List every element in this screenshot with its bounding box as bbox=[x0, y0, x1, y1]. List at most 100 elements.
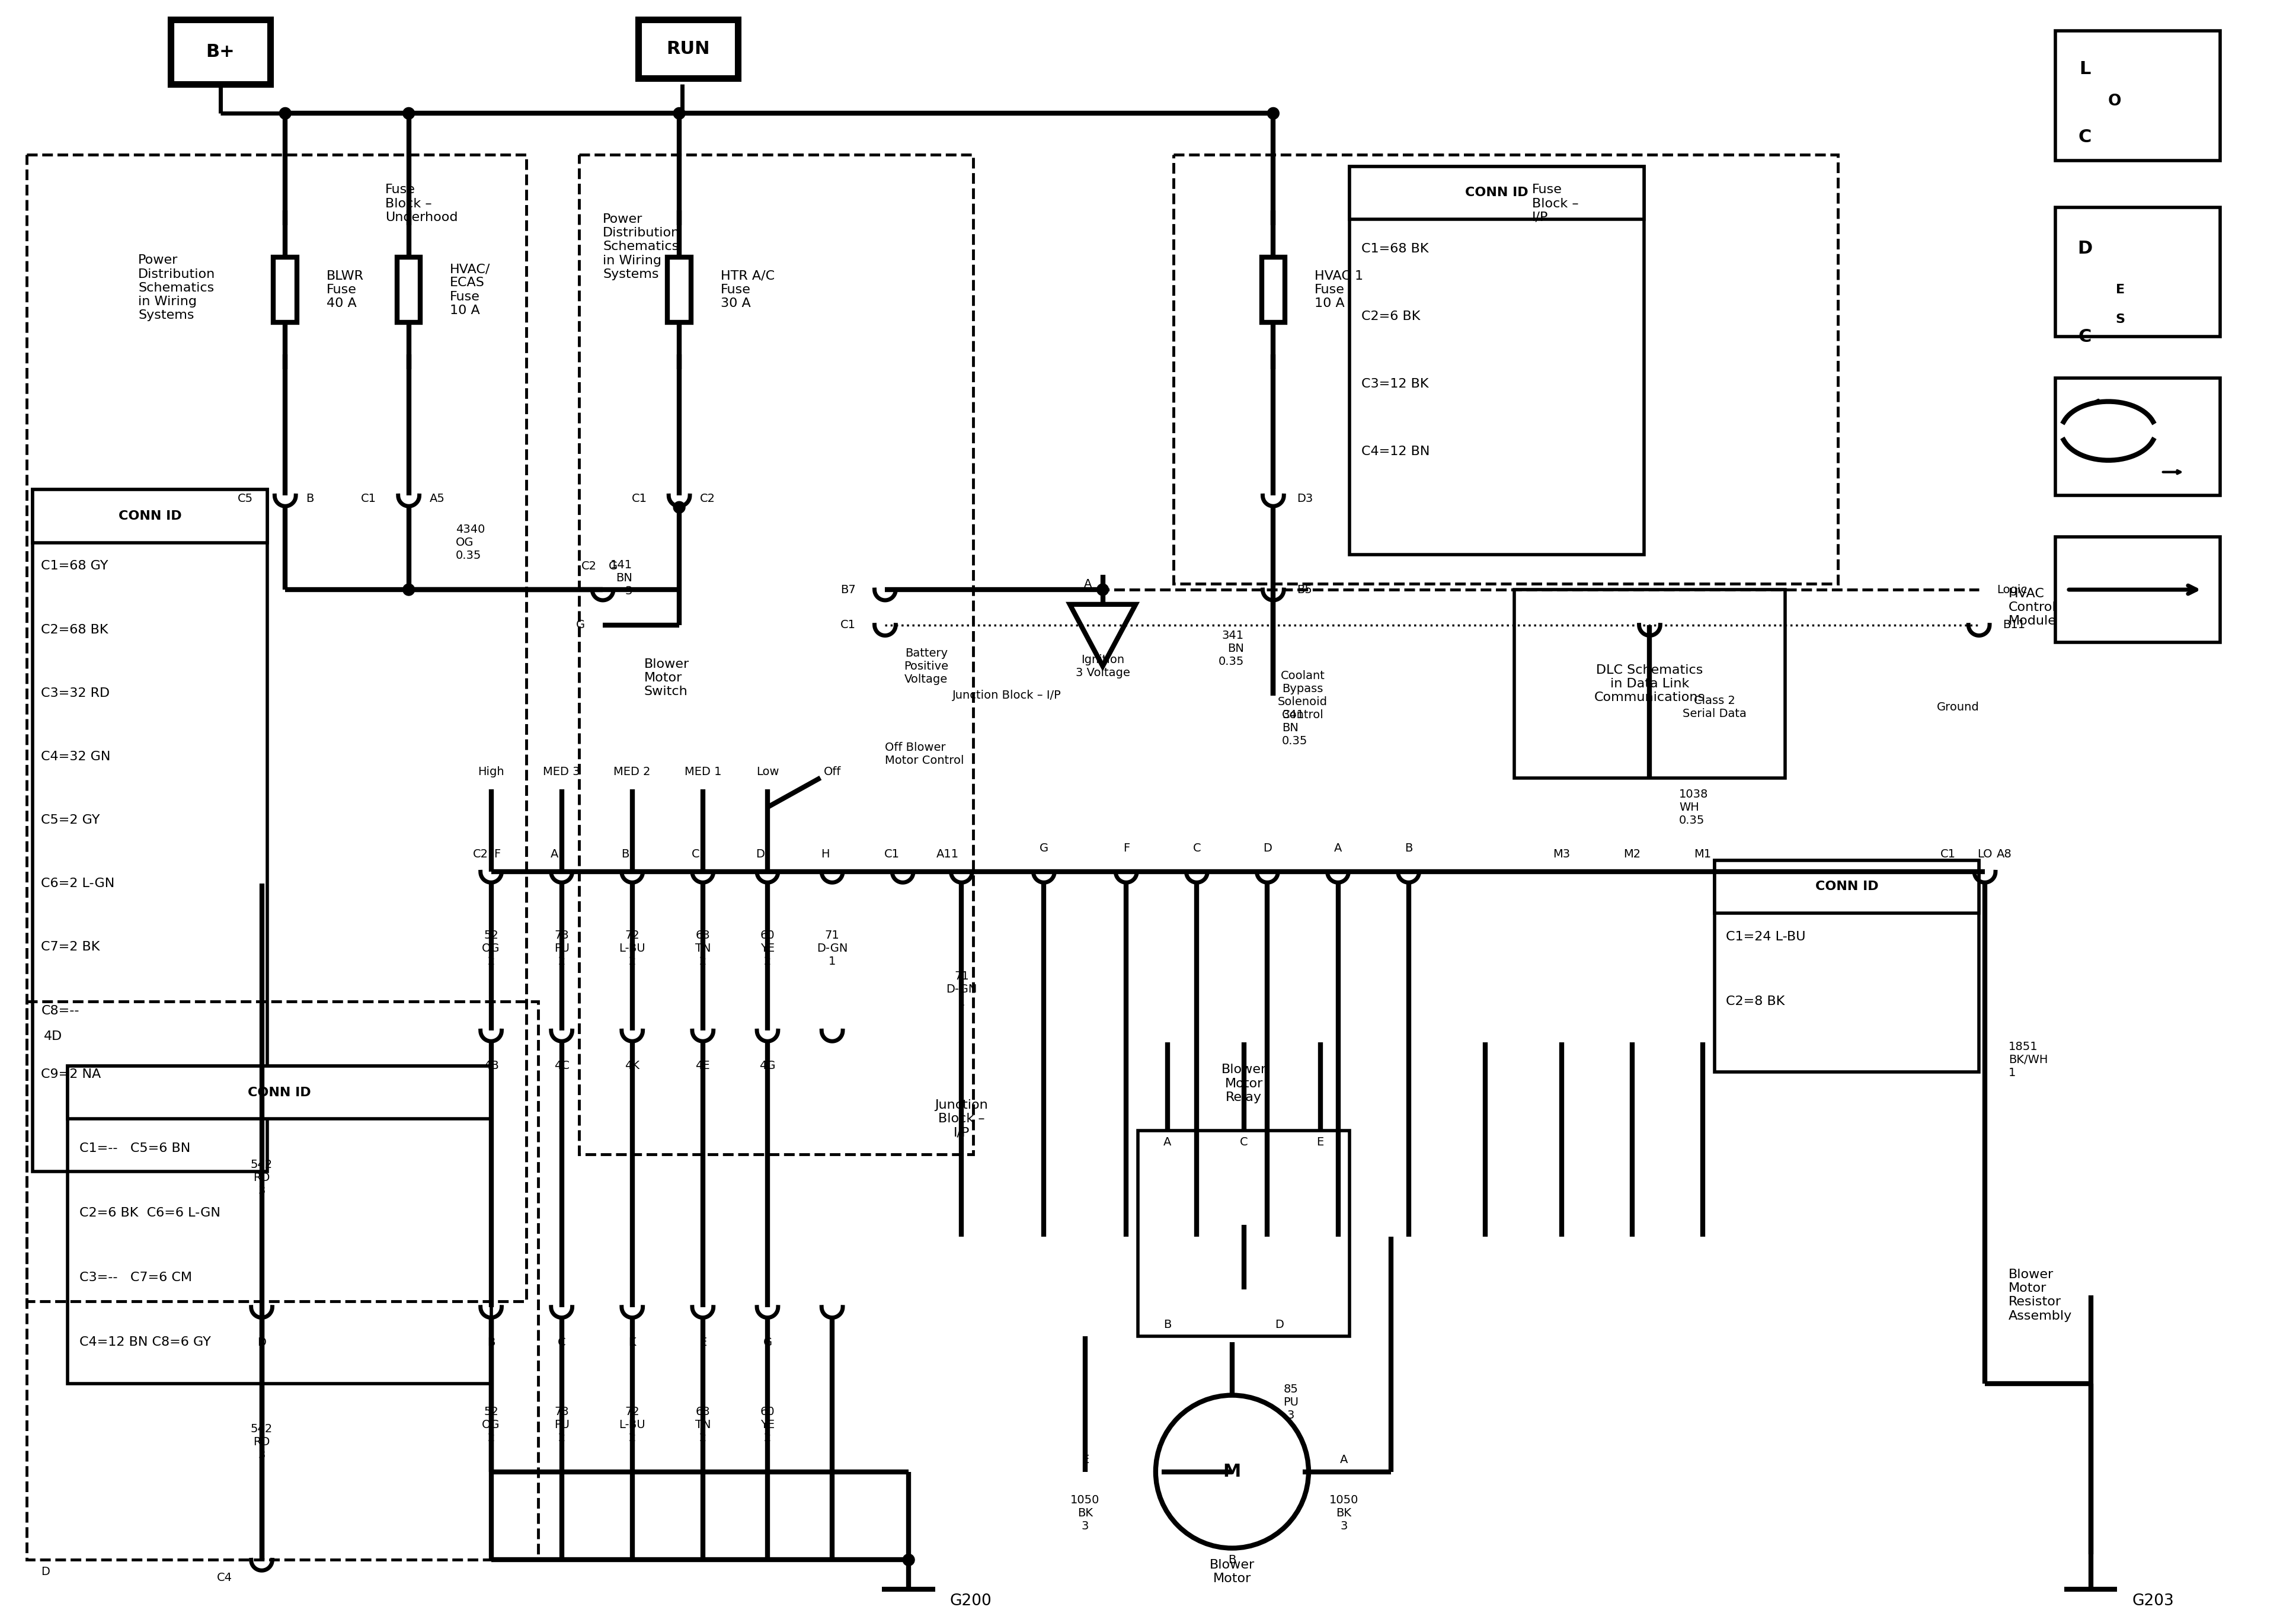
Bar bbox=[28, 155, 526, 1301]
Bar bbox=[1715, 860, 1979, 1072]
Bar bbox=[638, 19, 737, 79]
Text: C6=2 L-GN: C6=2 L-GN bbox=[41, 877, 115, 890]
Text: Blower
Motor
Resistor
Assembly: Blower Motor Resistor Assembly bbox=[2009, 1269, 2071, 1322]
Bar bbox=[579, 155, 974, 1154]
Text: 4B: 4B bbox=[484, 1061, 498, 1072]
Text: A: A bbox=[1341, 1454, 1348, 1465]
Text: C: C bbox=[2078, 129, 2092, 145]
Text: MED 1: MED 1 bbox=[684, 766, 721, 778]
Text: C2: C2 bbox=[473, 848, 489, 860]
Text: C5=2 GY: C5=2 GY bbox=[41, 815, 101, 826]
Text: C2=6 BK  C6=6 L-GN: C2=6 BK C6=6 L-GN bbox=[80, 1208, 220, 1219]
Text: Blower
Motor
Switch: Blower Motor Switch bbox=[643, 658, 689, 697]
Text: High: High bbox=[478, 766, 505, 778]
Text: B: B bbox=[1405, 842, 1412, 853]
Text: Off Blower
Motor Control: Off Blower Motor Control bbox=[886, 742, 964, 766]
Text: A11: A11 bbox=[937, 848, 960, 860]
Text: B: B bbox=[1164, 1319, 1171, 1330]
Text: 4340
OG
0.35: 4340 OG 0.35 bbox=[457, 523, 484, 562]
Text: 60
YE
2: 60 YE 2 bbox=[760, 929, 774, 968]
Text: G203: G203 bbox=[2133, 1594, 2174, 1608]
Bar bbox=[28, 1001, 537, 1560]
Text: C2=8 BK: C2=8 BK bbox=[1727, 995, 1784, 1008]
Circle shape bbox=[673, 108, 684, 119]
Text: 71
D-GN
1: 71 D-GN 1 bbox=[817, 929, 847, 968]
Text: C2: C2 bbox=[581, 560, 597, 572]
Bar bbox=[1350, 166, 1644, 219]
Bar bbox=[1139, 1130, 1350, 1336]
Text: C: C bbox=[691, 848, 700, 860]
Text: D: D bbox=[755, 848, 765, 860]
Text: S: S bbox=[2115, 314, 2124, 325]
Circle shape bbox=[1267, 108, 1279, 119]
Text: C5: C5 bbox=[236, 493, 253, 504]
Text: D: D bbox=[1263, 842, 1272, 853]
Text: F: F bbox=[1123, 842, 1130, 853]
Text: 52
OG
2: 52 OG 2 bbox=[482, 929, 501, 968]
Text: C4=12 BN: C4=12 BN bbox=[1362, 446, 1430, 457]
Text: HTR A/C
Fuse
30 A: HTR A/C Fuse 30 A bbox=[721, 270, 774, 309]
Text: 4K: 4K bbox=[625, 1061, 641, 1072]
Bar bbox=[2055, 208, 2220, 336]
Text: 4C: 4C bbox=[553, 1061, 569, 1072]
Text: C2=6 BK: C2=6 BK bbox=[1362, 311, 1421, 322]
Text: A: A bbox=[551, 848, 558, 860]
Bar bbox=[32, 489, 269, 1172]
Text: M3: M3 bbox=[1552, 848, 1570, 860]
Text: E: E bbox=[1316, 1137, 1325, 1148]
Text: 542
RD
3: 542 RD 3 bbox=[250, 1159, 273, 1196]
Text: MED 2: MED 2 bbox=[613, 766, 650, 778]
Text: 341
BN
0.35: 341 BN 0.35 bbox=[1219, 630, 1244, 667]
Text: M1: M1 bbox=[1694, 848, 1711, 860]
Bar bbox=[1261, 258, 1286, 322]
Text: Blower
Motor: Blower Motor bbox=[1210, 1558, 1254, 1584]
Text: A5: A5 bbox=[429, 493, 445, 504]
Text: C1: C1 bbox=[631, 493, 647, 504]
Text: Logic: Logic bbox=[1998, 584, 2027, 596]
Text: C: C bbox=[1194, 842, 1201, 853]
Bar bbox=[668, 258, 691, 322]
Text: E: E bbox=[700, 1336, 707, 1348]
Text: 60
YE
2: 60 YE 2 bbox=[760, 1406, 774, 1443]
Text: CONN ID: CONN ID bbox=[248, 1087, 310, 1098]
Bar bbox=[397, 258, 420, 322]
Text: 341
BN
0.35: 341 BN 0.35 bbox=[1281, 708, 1309, 747]
Text: M2: M2 bbox=[1623, 848, 1642, 860]
Text: D: D bbox=[2078, 240, 2092, 258]
Bar bbox=[2055, 31, 2220, 161]
Text: CONN ID: CONN ID bbox=[1816, 881, 1878, 892]
Text: Power
Distribution
Schematics
in Wiring
Systems: Power Distribution Schematics in Wiring … bbox=[604, 214, 680, 280]
Bar bbox=[2055, 536, 2220, 642]
Text: 4D: 4D bbox=[44, 1030, 62, 1043]
Text: C3=12 BK: C3=12 BK bbox=[1362, 378, 1428, 390]
Circle shape bbox=[1097, 584, 1109, 596]
Text: DLC Schematics
in Data Link
Communications: DLC Schematics in Data Link Communicatio… bbox=[1593, 663, 1706, 704]
Text: Low: Low bbox=[755, 766, 778, 778]
Text: 73
PU
2: 73 PU 2 bbox=[553, 929, 569, 968]
Text: C1: C1 bbox=[840, 620, 856, 631]
Text: B: B bbox=[1228, 1554, 1235, 1565]
Text: D: D bbox=[257, 1336, 266, 1348]
Text: 85
PU
3: 85 PU 3 bbox=[1283, 1383, 1300, 1420]
Text: Junction Block – I/P: Junction Block – I/P bbox=[953, 689, 1061, 700]
Text: A: A bbox=[1164, 1137, 1171, 1148]
Bar bbox=[170, 19, 271, 84]
Text: Class 2
Serial Data: Class 2 Serial Data bbox=[1683, 696, 1747, 720]
Text: 4G: 4G bbox=[760, 1061, 776, 1072]
Text: D: D bbox=[41, 1567, 51, 1578]
Text: LO: LO bbox=[1977, 848, 1993, 860]
Text: Coolant
Bypass
Solenoid
Control: Coolant Bypass Solenoid Control bbox=[1279, 670, 1327, 721]
Text: C2=68 BK: C2=68 BK bbox=[41, 623, 108, 636]
Text: D3: D3 bbox=[1297, 493, 1313, 504]
Text: C1=68 GY: C1=68 GY bbox=[41, 560, 108, 572]
Text: Off: Off bbox=[824, 766, 840, 778]
Bar bbox=[1173, 155, 1837, 584]
Text: 542
RD
3: 542 RD 3 bbox=[250, 1423, 273, 1460]
Text: Fuse
Block –
Underhood: Fuse Block – Underhood bbox=[386, 184, 457, 224]
Text: C4=12 BN C8=6 GY: C4=12 BN C8=6 GY bbox=[80, 1336, 211, 1348]
Text: C3=--   C7=6 CM: C3=-- C7=6 CM bbox=[80, 1272, 193, 1283]
Text: G: G bbox=[608, 560, 618, 572]
Text: K: K bbox=[629, 1336, 636, 1348]
Text: G: G bbox=[576, 620, 585, 631]
Text: M: M bbox=[1224, 1463, 1242, 1480]
